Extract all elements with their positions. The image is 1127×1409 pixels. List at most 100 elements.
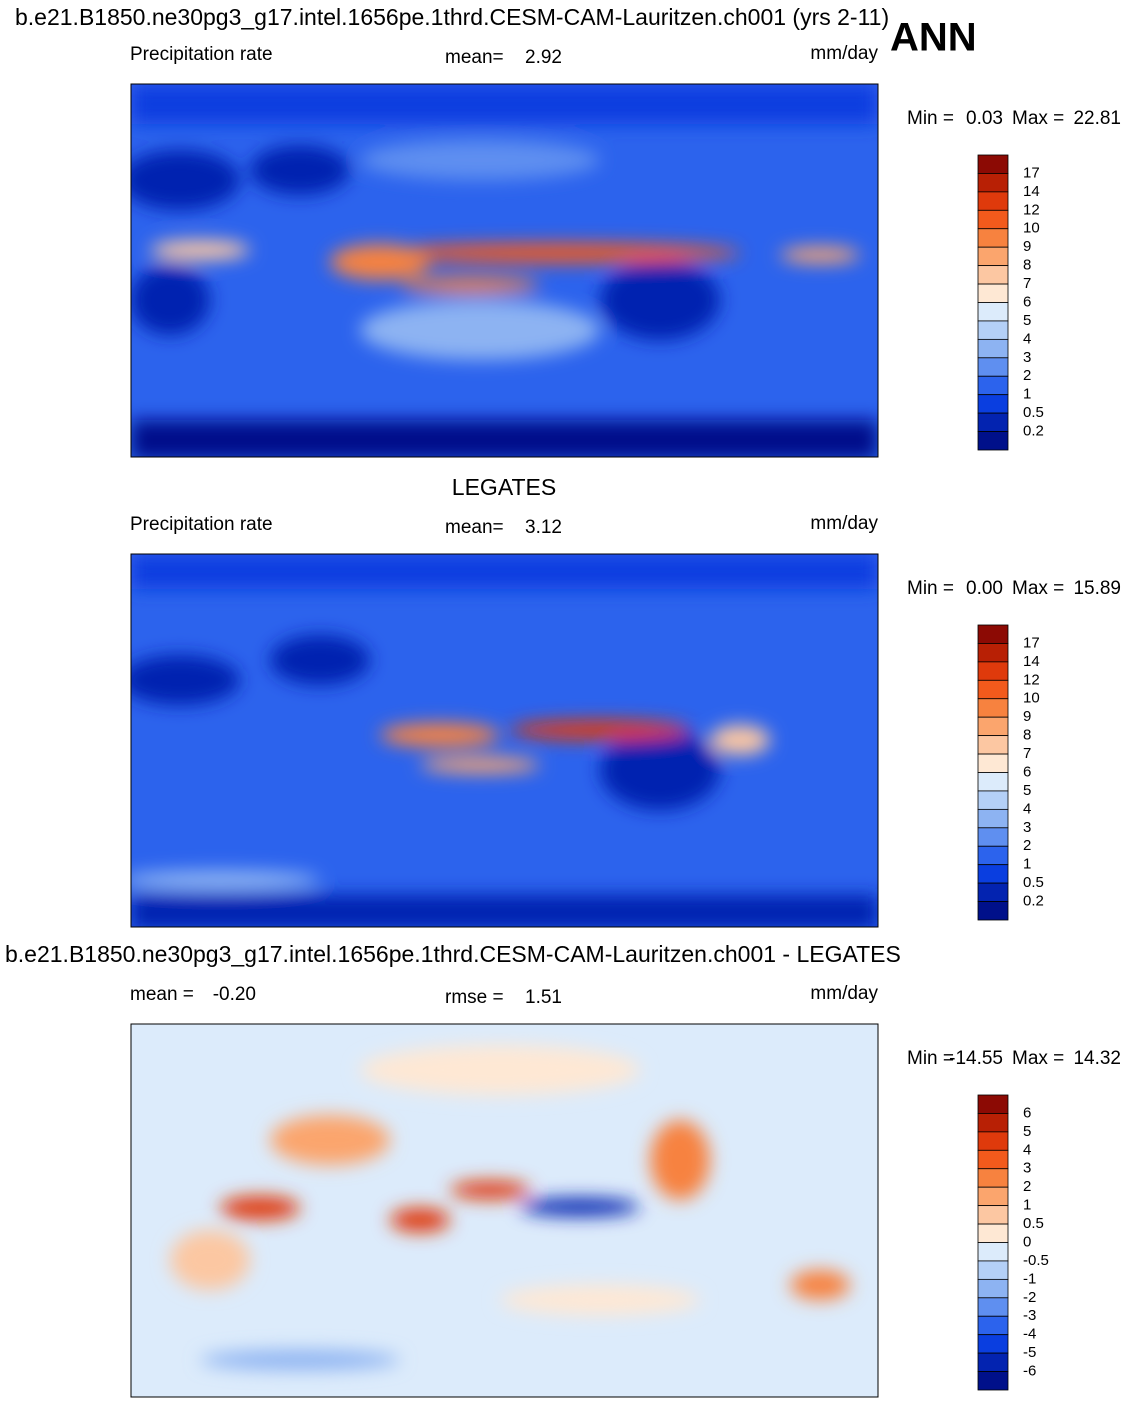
colorbar-label: 10 bbox=[1023, 690, 1040, 707]
colorbar-box bbox=[977, 357, 1009, 377]
colorbar-box bbox=[977, 338, 1009, 359]
max-label: Max = bbox=[1012, 108, 1064, 129]
colorbar-label: 12 bbox=[1023, 201, 1040, 218]
colorbar-label: -1 bbox=[1023, 1270, 1036, 1287]
colorbar-box bbox=[977, 154, 1009, 174]
season-label: ANN bbox=[890, 16, 977, 60]
min-label: Min = bbox=[907, 108, 954, 129]
colorbar-box bbox=[977, 191, 1009, 211]
colorbar-label: 6 bbox=[1023, 1104, 1031, 1121]
min-value: -14.55 bbox=[949, 1048, 1003, 1069]
stat-label: rmse = bbox=[445, 987, 504, 1008]
colorbar-label: 5 bbox=[1023, 312, 1031, 329]
colorbar-label: 1 bbox=[1023, 1197, 1031, 1214]
colorbar-box bbox=[977, 1334, 1009, 1354]
colorbar-box bbox=[977, 1260, 1009, 1280]
colorbar-box bbox=[977, 228, 1009, 248]
colorbar-label: 0.2 bbox=[1023, 423, 1044, 440]
colorbar-label: 1 bbox=[1023, 386, 1031, 403]
colorbar-box bbox=[977, 845, 1009, 866]
colorbar-box bbox=[977, 431, 1009, 451]
colorbar-label: 12 bbox=[1023, 671, 1040, 688]
stat-value: 1.51 bbox=[525, 987, 562, 1008]
max-value: 15.89 bbox=[1073, 578, 1121, 599]
colorbar-label: 0.5 bbox=[1023, 404, 1044, 421]
colorbar-label: 3 bbox=[1023, 349, 1031, 366]
colorbar-label: -3 bbox=[1023, 1307, 1036, 1324]
colorbar-box bbox=[977, 302, 1009, 322]
colorbar-label: 14 bbox=[1023, 183, 1040, 200]
map-field bbox=[131, 554, 878, 927]
colorbar-box bbox=[977, 1149, 1009, 1170]
colorbar-label: 14 bbox=[1023, 653, 1040, 670]
colorbar-label: 7 bbox=[1023, 745, 1031, 762]
colorbar-box bbox=[977, 827, 1009, 847]
max-label: Max = bbox=[1012, 578, 1064, 599]
colorbar-label: 9 bbox=[1023, 238, 1031, 255]
colorbar-box bbox=[977, 1131, 1009, 1151]
panel-title: LEGATES bbox=[452, 474, 556, 500]
colorbar-label: 9 bbox=[1023, 708, 1031, 725]
colorbar-label: 6 bbox=[1023, 293, 1031, 310]
left-label: Precipitation rate bbox=[130, 44, 273, 65]
colorbar-label: 3 bbox=[1023, 819, 1031, 836]
colorbar-box bbox=[977, 283, 1009, 303]
map-frame bbox=[130, 553, 879, 928]
colorbar-label: 0 bbox=[1023, 1233, 1031, 1250]
colorbar-box bbox=[977, 1242, 1009, 1262]
figure-title: b.e21.B1850.ne30pg3_g17.intel.1656pe.1th… bbox=[15, 4, 889, 30]
colorbar-box bbox=[977, 772, 1009, 792]
colorbar-box bbox=[977, 735, 1009, 755]
colorbar-box bbox=[977, 716, 1009, 737]
colorbar-box bbox=[977, 808, 1009, 829]
colorbar-label: 17 bbox=[1023, 634, 1040, 651]
min-label: Min = bbox=[907, 1048, 954, 1069]
colorbar-label: -5 bbox=[1023, 1344, 1036, 1361]
colorbar-label: -2 bbox=[1023, 1289, 1036, 1306]
colorbar-box bbox=[977, 173, 1009, 193]
min-value: 0.03 bbox=[966, 108, 1003, 129]
colorbar-label: 8 bbox=[1023, 257, 1031, 274]
colorbar-box bbox=[977, 1113, 1009, 1133]
colorbar-label: 5 bbox=[1023, 1123, 1031, 1140]
colorbar-label: 2 bbox=[1023, 837, 1031, 854]
colorbar-box bbox=[977, 1352, 1009, 1372]
colorbar-box bbox=[977, 1371, 1009, 1391]
colorbar-box bbox=[977, 412, 1009, 432]
colorbar-label: -0.5 bbox=[1023, 1252, 1049, 1269]
colorbar-label: 0.2 bbox=[1023, 893, 1044, 910]
colorbar-label: -4 bbox=[1023, 1326, 1036, 1343]
left-label: mean = bbox=[130, 984, 194, 1005]
colorbar-label: 4 bbox=[1023, 1141, 1031, 1158]
colorbar-label: 17 bbox=[1023, 164, 1040, 181]
colorbar-box bbox=[977, 1094, 1009, 1114]
colorbar-label: 7 bbox=[1023, 275, 1031, 292]
colorbar-label: 6 bbox=[1023, 763, 1031, 780]
colorbar-box bbox=[977, 1278, 1009, 1299]
colorbar-box bbox=[977, 394, 1009, 414]
min-label: Min = bbox=[907, 578, 954, 599]
stat-label: mean= bbox=[445, 47, 504, 68]
colorbar-box bbox=[977, 320, 1009, 340]
units: mm/day bbox=[810, 513, 878, 534]
colorbar-label: -6 bbox=[1023, 1363, 1036, 1380]
left-label: Precipitation rate bbox=[130, 514, 273, 535]
units: mm/day bbox=[810, 43, 878, 64]
colorbar-label: 2 bbox=[1023, 1178, 1031, 1195]
colorbar-label: 2 bbox=[1023, 367, 1031, 384]
colorbar-box bbox=[977, 265, 1009, 285]
colorbar-box bbox=[977, 1223, 1009, 1243]
colorbar-box bbox=[977, 1168, 1009, 1188]
max-label: Max = bbox=[1012, 1048, 1064, 1069]
colorbar-label: 3 bbox=[1023, 1160, 1031, 1177]
colorbar-label: 1 bbox=[1023, 856, 1031, 873]
colorbar-label: 10 bbox=[1023, 220, 1040, 237]
colorbar-label: 5 bbox=[1023, 782, 1031, 799]
map-field bbox=[131, 84, 878, 457]
max-value: 14.32 bbox=[1073, 1048, 1121, 1069]
colorbar-box bbox=[977, 1205, 1009, 1225]
colorbar-box bbox=[977, 790, 1009, 810]
colorbar-box bbox=[977, 901, 1009, 921]
colorbar-box bbox=[977, 643, 1009, 663]
